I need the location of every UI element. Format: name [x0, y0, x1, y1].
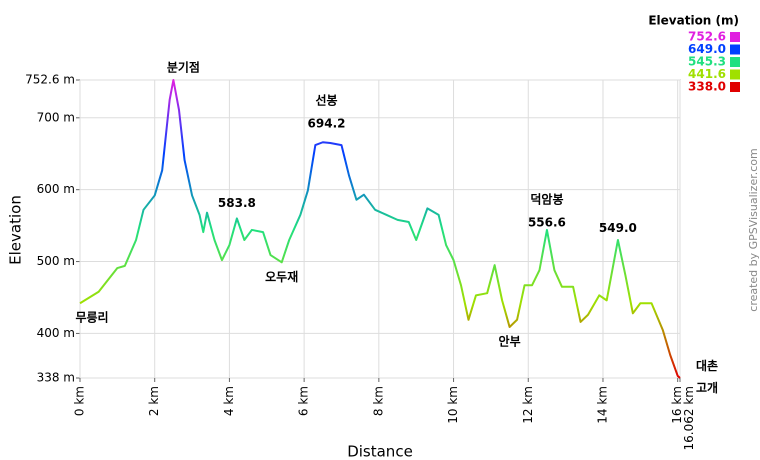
y-tick-label: 338 m: [37, 371, 75, 385]
legend-label: 338.0: [688, 80, 726, 94]
annotation: 안부: [499, 333, 521, 348]
y-tick-label: 700 m: [37, 110, 75, 124]
legend-swatch: [730, 32, 740, 42]
x-tick-label: 16.062 km: [682, 386, 696, 450]
legend-swatch: [730, 69, 740, 80]
annotation: 덕암봉: [530, 191, 563, 206]
y-tick-label: 500 m: [37, 254, 75, 268]
x-tick-label: 0 km: [73, 386, 87, 416]
annotation: 무릉리: [75, 310, 108, 325]
plot-area: [79, 79, 681, 379]
y-tick-label: 752.6 m: [25, 73, 75, 87]
legend-label: 441.6: [688, 67, 726, 81]
annotation-value: 556.6: [528, 215, 566, 229]
annotation-value: 549.0: [599, 221, 637, 235]
y-tick-label: 600 m: [37, 182, 75, 196]
x-axis-title: Distance: [347, 443, 413, 460]
x-tick-label: 4 km: [222, 386, 236, 416]
credit: created by GPSVisualizer.com: [747, 148, 760, 311]
annotation-value: 694.2: [308, 116, 346, 130]
x-tick-label: 10 km: [446, 386, 460, 424]
annotation: 오두재: [265, 270, 298, 284]
annotation: 분기점: [167, 60, 200, 75]
x-tick-label: 8 km: [371, 386, 385, 416]
annotation: 대촌 고개: [696, 359, 719, 395]
legend-label: 545.3: [688, 55, 726, 69]
x-tick-label: 2 km: [147, 386, 161, 416]
legend-swatch: [730, 44, 740, 55]
legend-swatch: [730, 82, 740, 92]
legend-title: Elevation (m): [648, 14, 739, 28]
y-tick-label: 400 m: [37, 326, 75, 340]
legend-label: 649.0: [688, 42, 726, 56]
legend-label: 752.6: [688, 30, 726, 44]
x-tick-label: 14 km: [595, 386, 609, 424]
elevation-line: [79, 79, 681, 379]
x-tick-label: 12 km: [521, 386, 535, 424]
x-tick-label: 6 km: [297, 386, 311, 416]
annotation: 선봉: [315, 92, 337, 107]
x-tick-label: 16 km: [670, 386, 684, 424]
annotation-value: 583.8: [218, 196, 256, 210]
legend-swatch: [730, 57, 740, 67]
y-axis-title: Elevation: [7, 195, 25, 265]
